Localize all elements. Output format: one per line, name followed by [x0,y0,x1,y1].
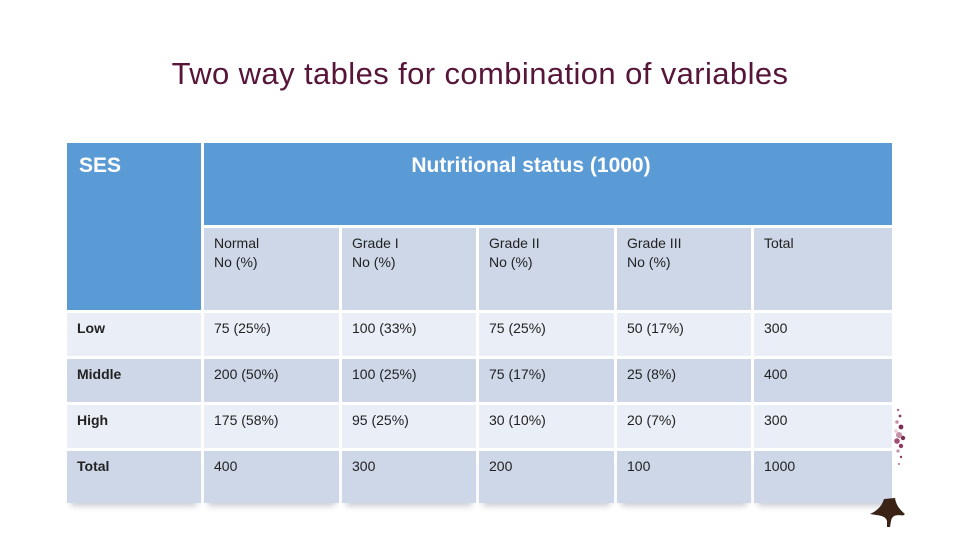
table-cell: 50 (17%) [617,313,751,356]
two-way-table: SES Nutritional status (1000) Normal No … [67,143,892,503]
table-cell: 75 (25%) [204,313,339,356]
column-subtitle: No (%) [214,254,258,270]
column-subtitle: No (%) [352,254,396,270]
column-title: Grade II [489,235,540,251]
table-cell: 75 (25%) [479,313,614,356]
column-subtitle: No (%) [627,254,671,270]
column-header-grade-3: Grade III No (%) [617,228,751,310]
table-cell: 1000 [754,451,892,503]
table-cell: 400 [204,451,339,503]
column-title: Grade I [352,235,399,251]
column-title: Total [764,235,794,251]
table-cell: 400 [754,359,892,402]
column-header-grade-1: Grade I No (%) [342,228,476,310]
table-cell: 300 [342,451,476,503]
row-label-middle: Middle [67,359,201,402]
row-label-low: Low [67,313,201,356]
table-span-header: Nutritional status (1000) [204,143,892,225]
slide-title: Two way tables for combination of variab… [171,56,789,91]
column-title: Normal [214,235,260,251]
table-cell: 100 [617,451,751,503]
flower-dots-icon [894,408,906,465]
table-cell: 300 [754,313,892,356]
table-cell: 20 (7%) [617,405,751,448]
row-label-total: Total [67,451,201,503]
column-header-grade-2: Grade II No (%) [479,228,614,310]
column-title: Grade III [627,235,682,251]
column-header-total: Total [754,228,892,310]
table-cell: 75 (17%) [479,359,614,402]
tree-trunk-icon [870,498,905,527]
table-cell: 300 [754,405,892,448]
column-subtitle: No (%) [489,254,533,270]
table-cell: 25 (8%) [617,359,751,402]
table-cell: 100 (33%) [342,313,476,356]
table-cell: 30 (10%) [479,405,614,448]
table-corner-header: SES [67,143,201,310]
column-header-normal: Normal No (%) [204,228,339,310]
table-cell: 95 (25%) [342,405,476,448]
table-cell: 200 [479,451,614,503]
table-cell: 175 (58%) [204,405,339,448]
table-cell: 200 (50%) [204,359,339,402]
table-cell: 100 (25%) [342,359,476,402]
row-label-high: High [67,405,201,448]
